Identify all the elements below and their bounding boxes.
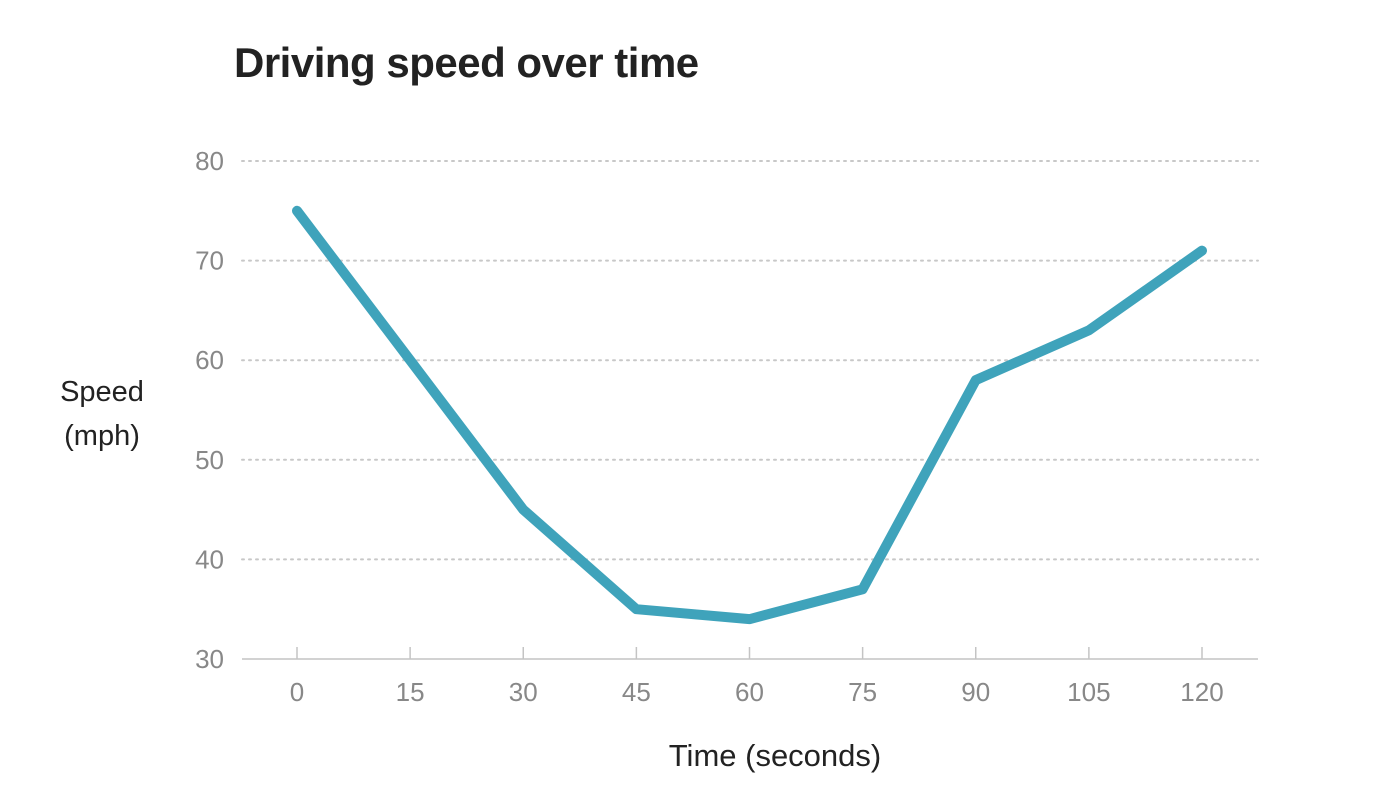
y-axis-label-line-2: (mph) — [64, 420, 140, 452]
gridlines — [241, 160, 1259, 561]
x-tick-label-45: 45 — [622, 677, 651, 707]
x-tick-label-30: 30 — [509, 677, 538, 707]
y-tick-label-50: 50 — [195, 445, 224, 475]
y-tick-label-70: 70 — [195, 246, 224, 276]
y-axis-label: Speed (mph) — [40, 370, 164, 458]
y-tick-labels: 30 40 50 60 70 80 — [195, 146, 224, 674]
y-tick-label-60: 60 — [195, 345, 224, 375]
x-axis — [242, 647, 1258, 660]
y-tick-label-80: 80 — [195, 146, 224, 176]
chart-title: Driving speed over time — [234, 39, 699, 86]
series-layer — [292, 205, 1207, 625]
x-tick-labels: 0 15 30 45 60 75 90 105 120 — [290, 677, 1224, 707]
x-tick-label-60: 60 — [735, 677, 764, 707]
y-axis-label-line-1: Speed — [60, 376, 144, 408]
y-tick-label-40: 40 — [195, 544, 224, 574]
y-tick-label-30: 30 — [195, 644, 224, 674]
series-line-0 — [292, 205, 1207, 625]
x-tick-label-0: 0 — [290, 677, 304, 707]
x-tick-label-105: 105 — [1067, 677, 1110, 707]
x-axis-label: Time (seconds) — [668, 738, 882, 773]
x-tick-label-90: 90 — [961, 677, 990, 707]
x-tick-label-15: 15 — [396, 677, 425, 707]
x-tick-label-120: 120 — [1180, 677, 1223, 707]
x-tick-label-75: 75 — [848, 677, 877, 707]
